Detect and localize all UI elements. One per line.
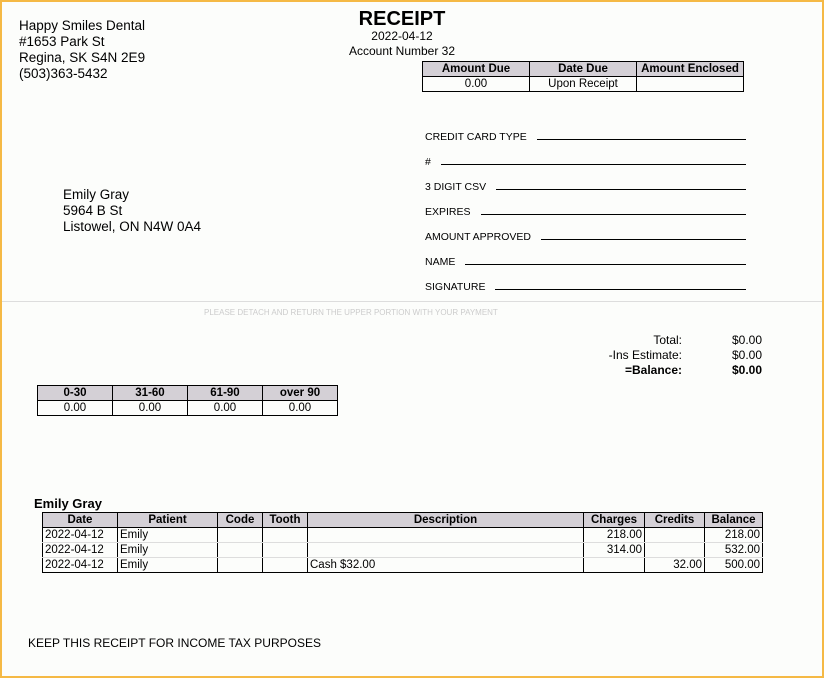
aging-header: 0-30 <box>37 385 113 401</box>
table-row: 2022-04-12 Emily Cash $32.00 32.00 500.00 <box>42 557 763 573</box>
form-expires[interactable]: EXPIRES <box>425 206 746 218</box>
aging-header: 31-60 <box>112 385 188 401</box>
form-csv[interactable]: 3 DIGIT CSV <box>425 181 746 193</box>
cell-tooth <box>262 542 308 558</box>
cell-code <box>217 527 263 543</box>
form-credit-card-type[interactable]: CREDIT CARD TYPE <box>425 131 746 143</box>
total-label: Total: <box>653 333 682 347</box>
form-line <box>541 239 746 240</box>
header-date-due: Date Due <box>529 61 637 77</box>
cell-code <box>217 557 263 573</box>
cell-description: Cash $32.00 <box>307 557 584 573</box>
balance-value: $0.00 <box>731 363 762 377</box>
aging-header: over 90 <box>262 385 338 401</box>
cell-credits <box>644 527 705 543</box>
cell-description <box>307 527 584 543</box>
cell-tooth <box>262 557 308 573</box>
header-amount-enclosed: Amount Enclosed <box>636 61 744 77</box>
recipient-address2: Listowel, ON N4W 0A4 <box>63 219 202 234</box>
cell-charges: 314.00 <box>583 542 645 558</box>
form-label: SIGNATURE <box>425 281 486 293</box>
col-balance: Balance <box>704 512 763 528</box>
balance-label: =Balance: <box>624 363 682 377</box>
detach-divider <box>2 301 822 302</box>
form-line <box>496 189 746 190</box>
aging-table: 0-30 31-60 61-90 over 90 0.00 0.00 0.00 … <box>37 385 338 416</box>
col-credits: Credits <box>644 512 705 528</box>
form-line <box>495 289 746 290</box>
form-name[interactable]: NAME <box>425 256 746 268</box>
col-date: Date <box>42 512 118 528</box>
aging-value: 0.00 <box>262 400 338 416</box>
date-due-value: Upon Receipt <box>529 76 637 92</box>
amount-due-value: 0.00 <box>422 76 530 92</box>
form-label: # <box>425 156 431 168</box>
cell-patient: Emily <box>117 542 218 558</box>
table-row: 2022-04-12 Emily 314.00 532.00 <box>42 542 763 558</box>
col-patient: Patient <box>117 512 218 528</box>
cell-balance: 218.00 <box>704 527 763 543</box>
col-code: Code <box>217 512 263 528</box>
total-value: $0.00 <box>731 333 762 347</box>
form-line <box>536 139 746 140</box>
page-title: RECEIPT <box>358 8 446 30</box>
receipt-date: 2022-04-12 <box>371 29 433 43</box>
practice-address1: #1653 Park St <box>19 34 105 49</box>
detach-notice: PLEASE DETACH AND RETURN THE UPPER PORTI… <box>204 308 498 317</box>
aging-value: 0.00 <box>112 400 188 416</box>
tax-footer: KEEP THIS RECEIPT FOR INCOME TAX PURPOSE… <box>28 636 321 650</box>
practice-address2: Regina, SK S4N 2E9 <box>19 50 146 65</box>
recipient-address: Emily Gray 5964 B St Listowel, ON N4W 0A… <box>63 187 201 235</box>
cell-description <box>307 542 584 558</box>
ins-estimate-label: -Ins Estimate: <box>608 348 682 362</box>
cell-charges <box>583 557 645 573</box>
table-row: 2022-04-12 Emily 218.00 218.00 <box>42 527 763 543</box>
col-charges: Charges <box>583 512 645 528</box>
header-amount-due: Amount Due <box>422 61 530 77</box>
amount-enclosed-value <box>636 76 744 92</box>
form-label: NAME <box>425 256 456 268</box>
ledger-table: Date Patient Code Tooth Description Char… <box>42 512 763 573</box>
aging-value: 0.00 <box>37 400 113 416</box>
practice-info: Happy Smiles Dental #1653 Park St Regina… <box>19 18 145 82</box>
cell-date: 2022-04-12 <box>42 527 118 543</box>
cell-patient: Emily <box>117 557 218 573</box>
col-tooth: Tooth <box>262 512 308 528</box>
account-number: Account Number 32 <box>348 44 456 58</box>
practice-phone: (503)363-5432 <box>19 66 108 81</box>
cell-code <box>217 542 263 558</box>
cell-date: 2022-04-12 <box>42 542 118 558</box>
form-line <box>440 164 746 165</box>
form-label: EXPIRES <box>425 206 471 218</box>
form-amount-approved[interactable]: AMOUNT APPROVED <box>425 231 746 243</box>
form-line <box>465 264 746 265</box>
aging-header: 61-90 <box>187 385 263 401</box>
form-label: CREDIT CARD TYPE <box>425 131 527 143</box>
practice-name: Happy Smiles Dental <box>19 18 146 33</box>
amount-due-table: Amount Due Date Due Amount Enclosed 0.00… <box>422 61 744 92</box>
aging-value: 0.00 <box>187 400 263 416</box>
form-card-number[interactable]: # <box>425 156 746 168</box>
cell-date: 2022-04-12 <box>42 557 118 573</box>
cell-patient: Emily <box>117 527 218 543</box>
cell-credits: 32.00 <box>644 557 705 573</box>
guarantor-name: Emily Gray <box>34 496 102 511</box>
col-description: Description <box>307 512 584 528</box>
form-signature[interactable]: SIGNATURE <box>425 281 746 293</box>
cell-balance: 532.00 <box>704 542 763 558</box>
form-label: 3 DIGIT CSV <box>425 181 487 193</box>
cell-credits <box>644 542 705 558</box>
cell-balance: 500.00 <box>704 557 763 573</box>
cell-charges: 218.00 <box>583 527 645 543</box>
ins-estimate-value: $0.00 <box>731 348 762 362</box>
recipient-name: Emily Gray <box>63 187 130 202</box>
form-line <box>480 214 746 215</box>
cell-tooth <box>262 527 308 543</box>
form-label: AMOUNT APPROVED <box>425 231 531 243</box>
recipient-address1: 5964 B St <box>63 203 123 218</box>
